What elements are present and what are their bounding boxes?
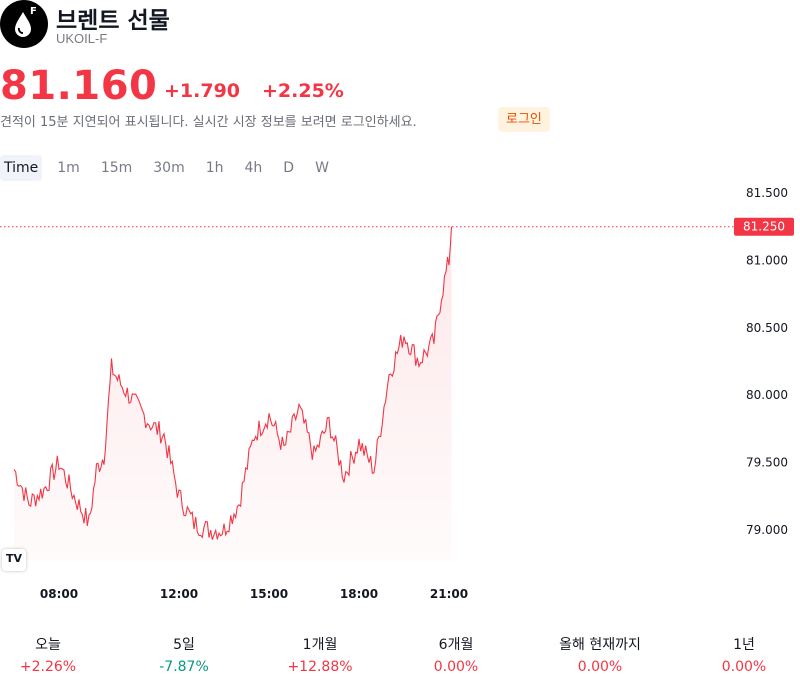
data-point (343, 475, 345, 477)
data-point (268, 414, 270, 416)
tab-timeframe-4h[interactable]: 4h (244, 160, 263, 176)
symbol-logo: F (0, 0, 48, 48)
data-point (208, 529, 210, 531)
performance-label: 1년 (733, 637, 755, 653)
performance-item[interactable]: 1개월 +12.88% (260, 634, 380, 675)
data-point (13, 468, 15, 470)
data-point (28, 502, 30, 504)
data-point (223, 529, 225, 531)
y-tick-label: 80.000 (746, 388, 788, 402)
symbol-ticker: UKOIL-F (56, 31, 108, 46)
data-point (118, 381, 120, 383)
performance-item[interactable]: 1년 0.00% (684, 634, 800, 675)
data-point (418, 360, 420, 362)
data-point (193, 522, 195, 524)
performance-value: 0.00% (577, 659, 623, 675)
data-point (448, 259, 450, 261)
data-point (43, 488, 45, 490)
tab-timeframe-15m[interactable]: 15m (100, 160, 133, 176)
x-tick-label: 15:00 (250, 587, 288, 601)
data-point (358, 441, 360, 443)
data-point (178, 495, 180, 497)
data-point (283, 448, 285, 450)
y-tick-label: 81.000 (746, 253, 788, 267)
data-point (163, 434, 165, 436)
price-chart[interactable]: 81.250 81.500 81.000 80.500 80.000 79.500 79.0… (0, 180, 800, 610)
performance-bar: 오늘 +2.26% 5일 -7.87% 1개월 +12.88% 6개월 0.00% 올해 현재까… (0, 634, 800, 684)
x-tick-label: 18:00 (340, 587, 378, 601)
last-price-label: 81.250 (743, 220, 785, 234)
data-point (253, 434, 255, 436)
data-point (95, 468, 97, 470)
performance-label: 올해 현재까지 (559, 637, 641, 653)
data-point (73, 495, 75, 497)
price-change: +1.790 (164, 80, 241, 102)
data-point (58, 461, 60, 463)
performance-item[interactable]: 오늘 +2.26% (0, 634, 108, 675)
data-point (403, 333, 405, 335)
y-tick-label: 80.500 (746, 321, 788, 335)
last-price-label-bg (734, 217, 794, 236)
data-point (373, 468, 375, 470)
y-tick-label: 79.000 (746, 523, 788, 537)
symbol-name: 브렌트 선물 (56, 8, 170, 34)
oil-drop-icon (15, 12, 31, 37)
performance-value: +12.88% (287, 659, 353, 675)
price-change-percent: +2.25% (262, 80, 344, 102)
data-point (103, 455, 105, 457)
x-tick-label: 12:00 (160, 587, 198, 601)
data-point (388, 374, 390, 376)
data-point (313, 455, 315, 457)
x-tick-label: 08:00 (40, 587, 78, 601)
performance-item[interactable]: 6개월 0.00% (396, 634, 516, 675)
logo-letter: F (30, 6, 37, 17)
data-point (110, 367, 112, 369)
performance-value: 0.00% (433, 659, 479, 675)
performance-label: 1개월 (302, 637, 338, 653)
login-button[interactable]: 로그인 (498, 107, 550, 132)
performance-label: 6개월 (438, 637, 474, 653)
data-point (88, 522, 90, 524)
tab-timeframe-d[interactable]: D (283, 160, 295, 176)
price-area-fill (14, 226, 452, 560)
delay-notice: 견적이 15분 지연되어 표시됩니다. 실시간 시장 정보를 보려면 로그인하세… (0, 115, 417, 130)
performance-value: +2.26% (19, 659, 77, 675)
tab-timeframe-1h[interactable]: 1h (205, 160, 224, 176)
tab-timeframe-w[interactable]: W (315, 160, 329, 176)
performance-value: -7.87% (159, 659, 209, 675)
last-price: 81.160 (0, 63, 158, 109)
price-line (13, 226, 453, 540)
performance-label: 5일 (173, 637, 195, 653)
performance-item[interactable]: 5일 -7.87% (124, 634, 244, 675)
data-point (328, 421, 330, 423)
data-point (238, 502, 240, 504)
tab-timeframe-30m[interactable]: 30m (153, 160, 185, 176)
y-tick-label: 79.500 (746, 456, 788, 470)
performance-value: 0.00% (721, 659, 767, 675)
tab-timeframe-time[interactable]: Time (0, 155, 43, 181)
data-point (298, 407, 300, 409)
x-tick-label: 21:00 (430, 587, 468, 601)
timeframe-tabs: Time 1m 15m 30m 1h 4h D W (0, 155, 346, 181)
data-point (133, 401, 135, 403)
data-point (440, 293, 442, 295)
performance-item[interactable]: 올해 현재까지 0.00% (540, 634, 660, 675)
tab-timeframe-1m[interactable]: 1m (57, 160, 80, 176)
data-point (433, 340, 435, 342)
performance-label: 오늘 (35, 637, 61, 653)
data-point (148, 421, 150, 423)
tradingview-logo-icon[interactable]: TV (2, 549, 26, 571)
y-tick-label: 81.500 (746, 186, 788, 200)
